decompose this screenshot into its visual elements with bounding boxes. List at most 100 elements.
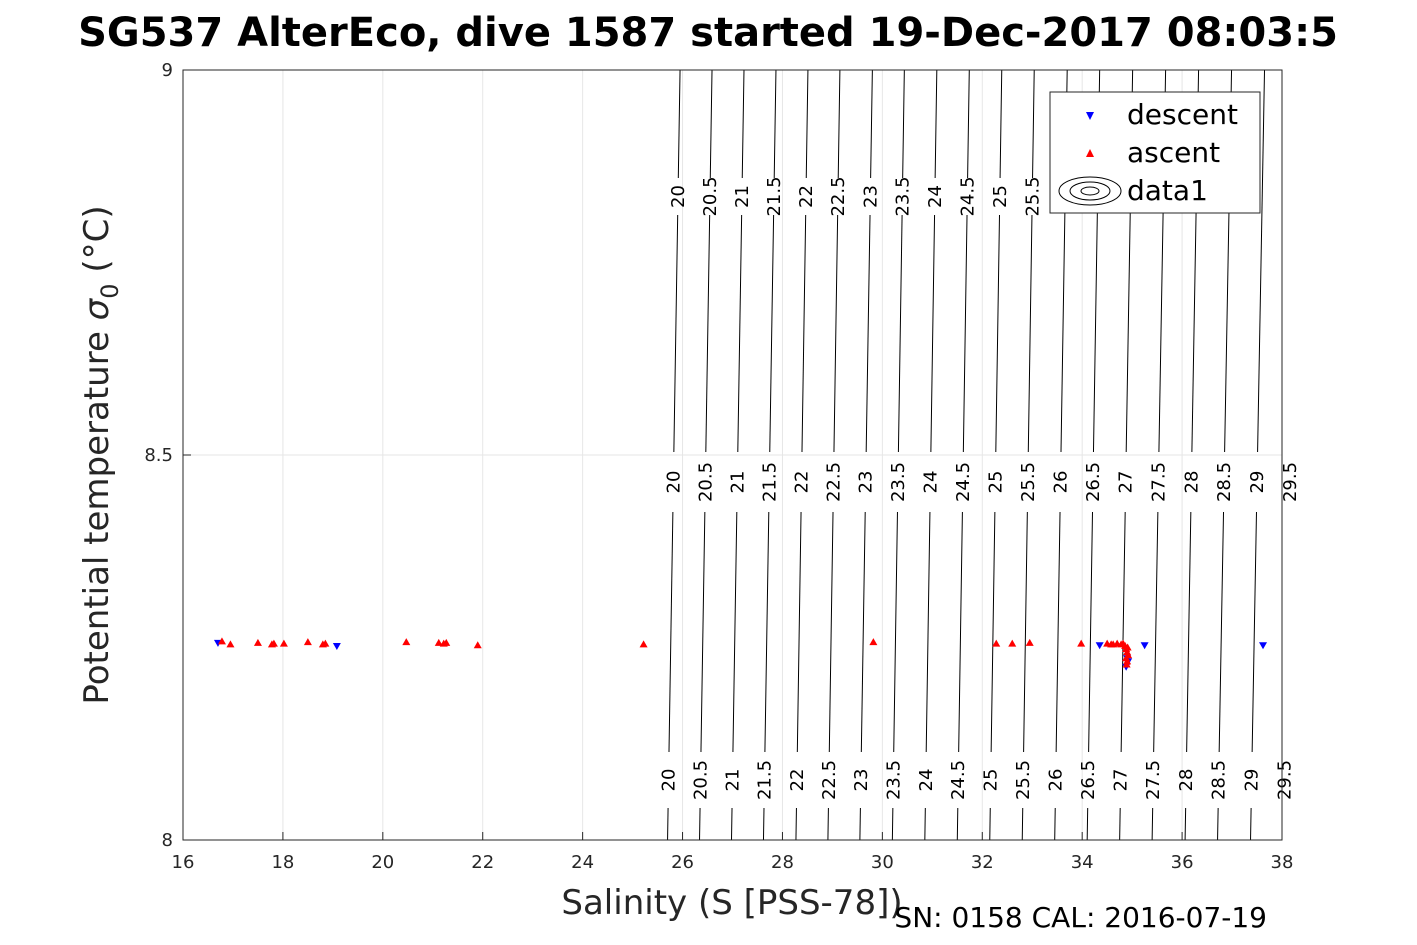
contour-label-bottom: 20.5 [691, 760, 712, 800]
density-contour-line [1120, 511, 1126, 753]
contour-label-top: 24 [925, 185, 946, 208]
contour-label-bottom: 23 [851, 769, 872, 792]
density-contour-line [999, 69, 1003, 179]
contour-label-middle: 23.5 [888, 462, 909, 502]
contour-label-bottom: 23.5 [883, 760, 904, 800]
contour-label-middle: 26 [1051, 471, 1072, 494]
density-contour-line [1088, 511, 1093, 753]
contour-label-middle: 21 [727, 471, 748, 494]
contour-label-bottom: 21 [723, 769, 744, 792]
density-contour-line [805, 69, 809, 179]
contour-label-middle: 28 [1181, 471, 1202, 494]
density-contour-line [1153, 511, 1159, 753]
ascent-point [321, 639, 330, 647]
x-tick-label: 34 [1071, 852, 1094, 873]
y-tick-label: 9 [162, 60, 173, 81]
x-tick-label: 24 [571, 852, 594, 873]
y-tick-label: 8 [162, 830, 173, 851]
density-contour-line [1027, 214, 1033, 453]
density-contour-line [737, 214, 743, 453]
contour-label-middle: 24.5 [953, 462, 974, 502]
contour-label-middle: 27.5 [1148, 462, 1169, 502]
contour-label-middle: 29.5 [1280, 462, 1301, 502]
density-contour-line [700, 511, 706, 753]
y-axis-label-unit: (°C) [77, 205, 117, 283]
density-contour-line [731, 807, 733, 841]
contour-label-bottom: 28 [1176, 769, 1197, 792]
density-contour-line [673, 214, 679, 453]
descent-point [1259, 642, 1268, 650]
contour-label-middle: 22.5 [824, 462, 845, 502]
y-tick-label: 8.5 [144, 445, 173, 466]
density-contour-line [1086, 807, 1089, 841]
serial-calibration-footer: SN: 0158 CAL: 2016-07-19 [894, 901, 1267, 934]
contour-label-bottom: 22.5 [819, 760, 840, 800]
x-tick-label: 30 [871, 852, 894, 873]
density-contour-line [1151, 807, 1154, 841]
density-contours: 20 20 20 20.5 20.5 20.5 21 21 21 21.5 21.5 21.5 22 22… [659, 69, 1301, 841]
contour-label-middle: 27 [1116, 471, 1137, 494]
contour-label-top: 22.5 [828, 176, 849, 216]
density-contour-line [699, 807, 701, 841]
contour-label-bottom: 24.5 [948, 760, 969, 800]
contour-label-top: 22 [796, 185, 817, 208]
ascent-point [442, 638, 451, 646]
contour-label-middle: 20 [663, 471, 684, 494]
descent-point [1095, 642, 1104, 650]
data-points [213, 637, 1268, 671]
density-contour-line [667, 807, 669, 841]
density-contour-line [1257, 69, 1266, 453]
density-contour-line [773, 69, 777, 179]
density-contour-line [995, 214, 1000, 453]
contour-label-middle: 24 [920, 471, 941, 494]
density-contour-line [958, 511, 963, 753]
contour-label-bottom: 28.5 [1209, 760, 1230, 800]
contour-label-bottom: 27 [1111, 769, 1132, 792]
legend: descent ascent data1 [1049, 91, 1261, 214]
contour-label-bottom: 25.5 [1013, 760, 1034, 800]
density-contour-line [709, 69, 713, 179]
x-tick-label: 18 [271, 852, 294, 873]
density-contour-line [1218, 511, 1225, 753]
ascent-point [434, 638, 443, 646]
density-contour-line [925, 511, 931, 753]
axis-ticks: 16 18 20 22 24 26 28 30 32 34 36 38 8 8.5 9 [144, 60, 1293, 873]
legend-data1-marker [1058, 176, 1122, 206]
density-contour-line [705, 214, 711, 453]
ascent-point [1123, 643, 1132, 651]
density-contour-line [1054, 807, 1056, 841]
density-contour-line [967, 69, 970, 179]
density-contour-line [828, 511, 834, 753]
density-contour-line [833, 214, 839, 453]
density-contour-line [962, 214, 968, 453]
y-axis-label-main: Potential temperature [77, 320, 117, 704]
ascent-point [279, 639, 288, 647]
contour-label-top: 20 [668, 185, 689, 208]
contour-label-middle: 25.5 [1018, 462, 1039, 502]
x-axis-label: Salinity (S [PSS-78]) [561, 883, 902, 923]
density-contour-line [1184, 807, 1187, 841]
contour-label-top: 24.5 [957, 176, 978, 216]
x-tick-label: 36 [1171, 852, 1194, 873]
ascent-point [1008, 639, 1017, 647]
y-axis-label-subscript: 0 [96, 283, 124, 298]
ascent-point [253, 638, 262, 646]
contour-label-top: 20.5 [700, 176, 721, 216]
density-contour-line [1119, 807, 1121, 841]
density-contour-line [837, 69, 841, 179]
y-axis-label: Potential temperature σ0 (°C) [77, 205, 124, 704]
contour-label-bottom: 24 [916, 769, 937, 792]
contour-label-bottom: 26.5 [1078, 760, 1099, 800]
legend-ascent-marker [1086, 149, 1094, 157]
density-contour-line [764, 511, 770, 753]
x-tick-label: 28 [771, 852, 794, 873]
ascent-point [869, 638, 878, 646]
contour-label-top: 23.5 [892, 176, 913, 216]
x-tick-label: 32 [971, 852, 994, 873]
contour-label-bottom: 26 [1046, 769, 1067, 792]
density-contour-line [1186, 511, 1192, 753]
density-contour-line [930, 214, 936, 453]
density-contour-line [1217, 807, 1219, 841]
x-tick-label: 22 [471, 852, 494, 873]
